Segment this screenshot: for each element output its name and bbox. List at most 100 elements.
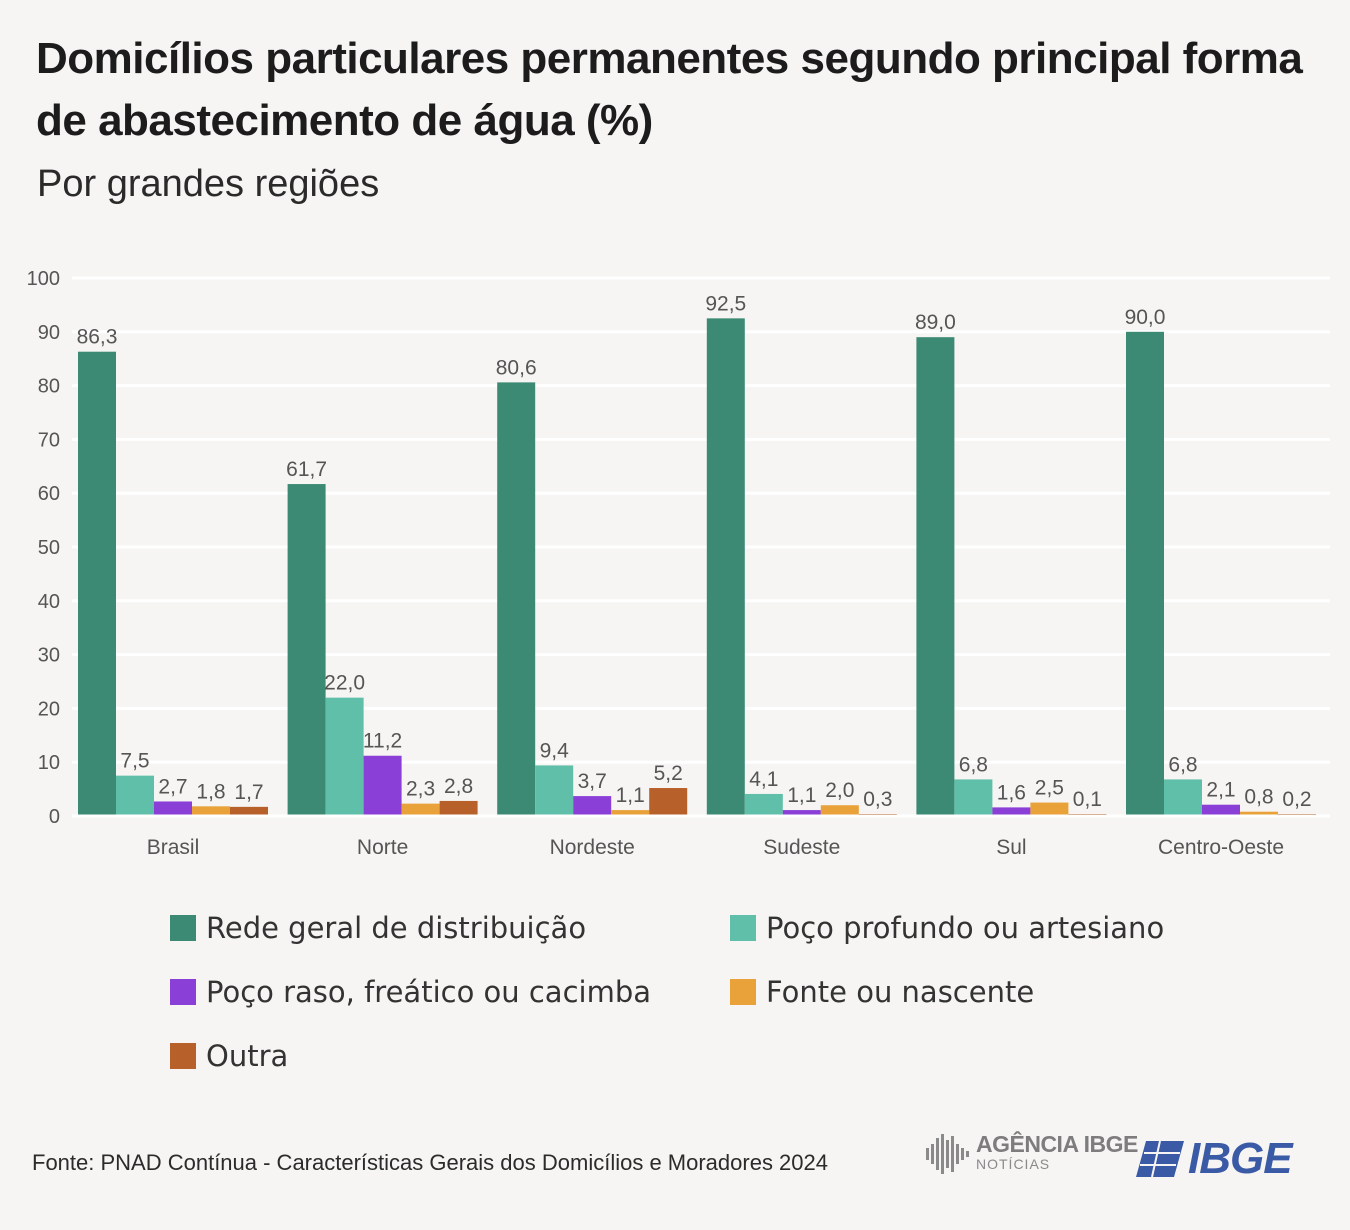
bar — [611, 810, 650, 816]
legend-swatch — [730, 915, 756, 941]
bar — [782, 810, 821, 816]
data-label: 7,5 — [120, 750, 149, 773]
bar — [116, 775, 154, 816]
bar — [1202, 804, 1240, 816]
bar — [497, 382, 536, 816]
y-tick-label: 30 — [38, 645, 60, 667]
agencia-name: AGÊNCIA IBGE — [976, 1131, 1138, 1157]
data-label: 80,6 — [496, 356, 537, 379]
legend-label: Fonte ou nascente — [766, 975, 1035, 1009]
bar — [744, 793, 783, 816]
x-tick-label: Nordeste — [550, 836, 635, 859]
data-label: 0,8 — [1244, 786, 1273, 809]
data-label: 6,8 — [1168, 753, 1197, 776]
y-tick-label: 40 — [38, 591, 60, 613]
x-tick-label: Sul — [996, 836, 1026, 859]
data-label: 3,7 — [578, 770, 607, 793]
y-tick-label: 10 — [38, 752, 60, 774]
legend-item: Poço profundo ou artesiano — [730, 910, 1290, 946]
data-label: 2,3 — [406, 778, 435, 801]
bar — [325, 697, 364, 816]
ibge-map-icon — [1136, 1140, 1184, 1178]
agencia-ibge-logo: AGÊNCIA IBGE NOTÍCIAS — [924, 1132, 1138, 1176]
bar — [706, 318, 745, 816]
chart-legend: Rede geral de distribuição Poço profundo … — [170, 910, 1320, 1074]
bar — [573, 796, 612, 816]
bar — [992, 807, 1031, 816]
data-label: 9,4 — [540, 739, 570, 762]
bar — [820, 805, 859, 816]
data-label: 22,0 — [324, 672, 365, 695]
chart-title: Domicílios particulares permanentes segu… — [36, 34, 1303, 145]
data-label: 6,8 — [959, 753, 988, 776]
data-label: 1,8 — [196, 780, 225, 803]
y-tick-label: 20 — [38, 698, 60, 720]
data-label: 0,3 — [863, 788, 892, 811]
agencia-sub: NOTÍCIAS — [976, 1156, 1051, 1172]
legend-label: Rede geral de distribuição — [206, 911, 587, 945]
data-label: 90,0 — [1125, 306, 1166, 329]
chart-subtitle: Por grandes regiões — [37, 163, 380, 205]
legend-swatch — [730, 979, 756, 1005]
bar — [954, 779, 993, 816]
legend-label: Poço profundo ou artesiano — [766, 911, 1165, 945]
data-label: 2,8 — [444, 775, 473, 798]
y-tick-label: 90 — [38, 322, 60, 344]
legend-item: Rede geral de distribuição — [170, 910, 730, 946]
data-label: 1,1 — [616, 784, 645, 807]
data-label: 89,0 — [915, 311, 956, 334]
y-tick-label: 50 — [38, 537, 60, 559]
legend-label: Poço raso, freático ou cacimba — [206, 975, 652, 1009]
bar — [78, 351, 116, 816]
data-label: 92,5 — [705, 292, 746, 315]
bar — [1126, 331, 1164, 816]
x-tick-label: Brasil — [147, 836, 200, 859]
y-tick-label: 0 — [49, 806, 60, 828]
legend-item: Fonte ou nascente — [730, 974, 1290, 1010]
legend-swatch — [170, 979, 196, 1005]
legend-swatch — [170, 915, 196, 941]
bar — [287, 484, 326, 816]
legend-item: Poço raso, freático ou cacimba — [170, 974, 730, 1010]
bar — [535, 765, 574, 816]
ibge-logo: IBGE — [1134, 1134, 1293, 1184]
data-label: 2,7 — [158, 775, 187, 798]
data-label: 11,2 — [363, 730, 402, 753]
data-label: 1,7 — [234, 781, 263, 804]
y-tick-label: 100 — [27, 268, 60, 290]
data-label: 0,2 — [1282, 788, 1311, 811]
data-label: 0,1 — [1073, 788, 1102, 811]
x-tick-label: Norte — [357, 836, 408, 859]
source-note: Fonte: PNAD Contínua - Características G… — [32, 1150, 828, 1175]
bar — [1164, 779, 1202, 816]
bar — [1030, 802, 1069, 816]
data-label: 2,1 — [1206, 779, 1235, 802]
agencia-barcode-icon — [926, 1134, 969, 1174]
bar — [1240, 811, 1278, 816]
bar — [154, 801, 192, 816]
bar — [363, 755, 402, 816]
bar — [439, 800, 478, 816]
bar — [401, 803, 440, 816]
y-tick-label: 60 — [38, 483, 60, 505]
legend-swatch — [170, 1043, 196, 1069]
data-label: 4,1 — [749, 768, 778, 791]
data-label: 2,0 — [825, 779, 854, 802]
bar — [230, 806, 268, 816]
data-label: 2,5 — [1035, 777, 1064, 800]
x-tick-label: Sudeste — [763, 836, 840, 859]
bar — [649, 788, 688, 816]
ibge-wordmark: IBGE — [1188, 1134, 1293, 1183]
bar — [192, 806, 230, 816]
y-tick-label: 70 — [38, 429, 60, 451]
x-tick-label: Centro-Oeste — [1158, 836, 1284, 859]
data-label: 5,2 — [654, 762, 683, 785]
bar-chart: 0 10 20 30 40 50 60 70 80 90 100 86,3 7,5 2,7 1,8 1,7 Br… — [27, 268, 1330, 859]
legend-label: Outra — [206, 1039, 289, 1073]
data-label: 1,6 — [997, 781, 1026, 804]
data-label: 86,3 — [77, 326, 118, 349]
data-label: 61,7 — [286, 458, 327, 481]
y-tick-label: 80 — [38, 376, 60, 398]
bar — [916, 337, 955, 816]
data-label: 1,1 — [787, 784, 816, 807]
